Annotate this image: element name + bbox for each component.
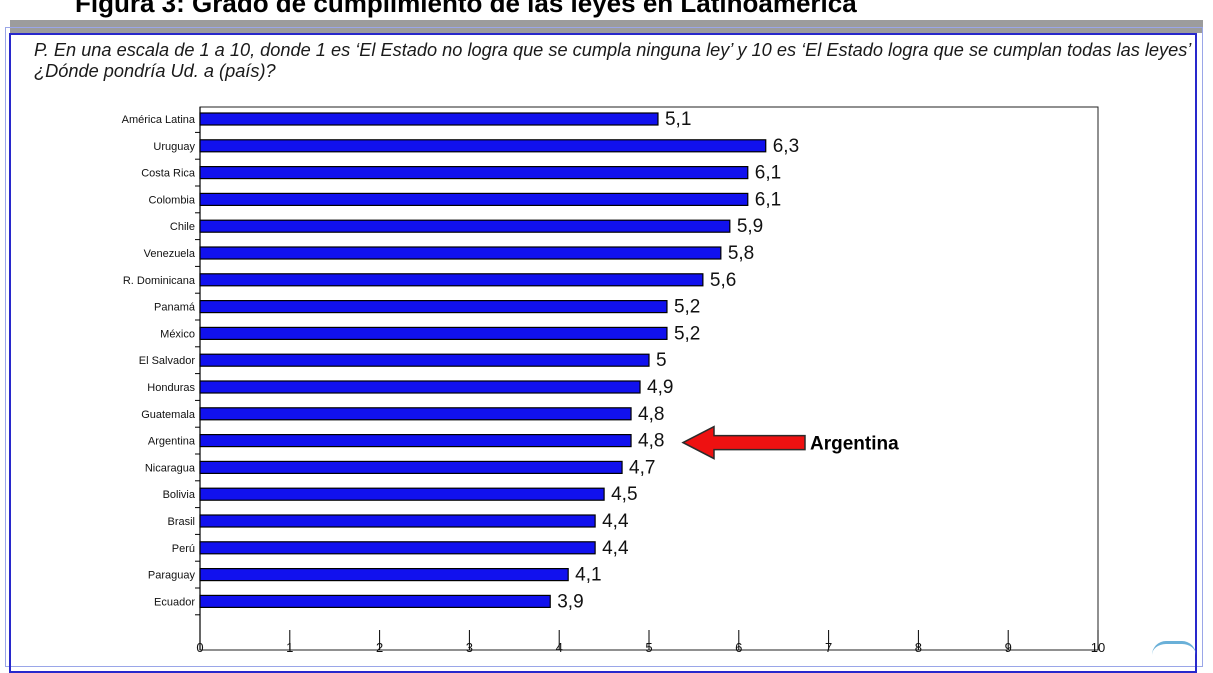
bar	[199, 166, 749, 180]
x-tick-label: 8	[915, 640, 922, 655]
bar	[199, 487, 605, 501]
category-label: R. Dominicana	[123, 275, 196, 287]
category-label: Costa Rica	[141, 168, 196, 180]
bar	[199, 139, 767, 153]
page-title: Figura 3: Grado de cumplimiento de las l…	[75, 0, 857, 18]
bar	[199, 300, 668, 314]
bar	[199, 326, 668, 340]
bar	[199, 514, 596, 528]
value-label: 4,7	[629, 457, 655, 478]
category-label: Ecuador	[154, 596, 195, 608]
category-label: México	[160, 328, 195, 340]
bar	[199, 594, 551, 609]
value-label: 4,4	[602, 511, 629, 532]
value-label: 4,9	[647, 377, 673, 398]
bar	[199, 112, 659, 126]
value-label: 6,1	[755, 163, 781, 184]
category-label: Brasil	[167, 516, 195, 528]
x-tick-label: 4	[556, 640, 563, 655]
value-label: 4,4	[602, 538, 629, 559]
value-label: 5,9	[737, 216, 763, 237]
value-label: 4,8	[638, 431, 664, 452]
x-tick-label: 9	[1005, 640, 1012, 655]
category-label: El Salvador	[139, 355, 196, 367]
bar	[199, 380, 641, 394]
value-label: 5,2	[674, 323, 700, 344]
category-label: Venezuela	[144, 248, 196, 260]
x-tick-label: 5	[645, 640, 652, 655]
x-tick-label: 0	[196, 640, 203, 655]
value-label: 5,1	[665, 109, 691, 130]
x-tick-label: 6	[735, 640, 742, 655]
arrow-left-icon	[681, 425, 806, 460]
category-label: Bolivia	[163, 489, 196, 501]
bar	[199, 273, 704, 287]
value-label: 4,1	[575, 565, 601, 586]
value-label: 5,6	[710, 270, 736, 291]
category-label: Panamá	[154, 302, 196, 314]
annotation-label: Argentina	[810, 434, 899, 455]
logo-icon	[1152, 641, 1196, 655]
category-label: Chile	[170, 221, 195, 233]
category-label: Paraguay	[148, 570, 196, 582]
x-tick-label: 3	[466, 640, 473, 655]
category-label: América Latina	[122, 114, 196, 126]
bar	[199, 246, 722, 260]
x-tick-label: 7	[825, 640, 832, 655]
x-tick-label: 10	[1091, 640, 1105, 655]
bar	[199, 407, 632, 421]
category-label: Argentina	[148, 436, 196, 448]
bar	[199, 434, 632, 448]
bar	[199, 567, 569, 582]
bar	[199, 460, 623, 474]
value-label: 3,9	[557, 591, 583, 612]
header-band	[10, 20, 1203, 33]
value-label: 5	[656, 350, 667, 371]
category-label: Perú	[172, 543, 195, 555]
category-label: Colombia	[149, 194, 196, 206]
value-label: 4,5	[611, 484, 637, 505]
bar	[199, 353, 650, 367]
value-label: 4,8	[638, 404, 664, 425]
x-tick-label: 2	[376, 640, 383, 655]
bar	[199, 192, 749, 206]
category-label: Nicaragua	[145, 462, 196, 474]
bar	[199, 219, 731, 233]
category-label: Guatemala	[141, 409, 196, 421]
category-label: Honduras	[147, 382, 195, 394]
x-tick-label: 1	[286, 640, 293, 655]
survey-question: P. En una escala de 1 a 10, donde 1 es ‘…	[34, 40, 1191, 81]
value-label: 6,3	[773, 136, 799, 157]
value-label: 5,8	[728, 243, 754, 264]
bar	[199, 541, 596, 555]
value-label: 5,2	[674, 297, 700, 318]
category-label: Uruguay	[153, 141, 195, 153]
value-label: 6,1	[755, 189, 781, 210]
